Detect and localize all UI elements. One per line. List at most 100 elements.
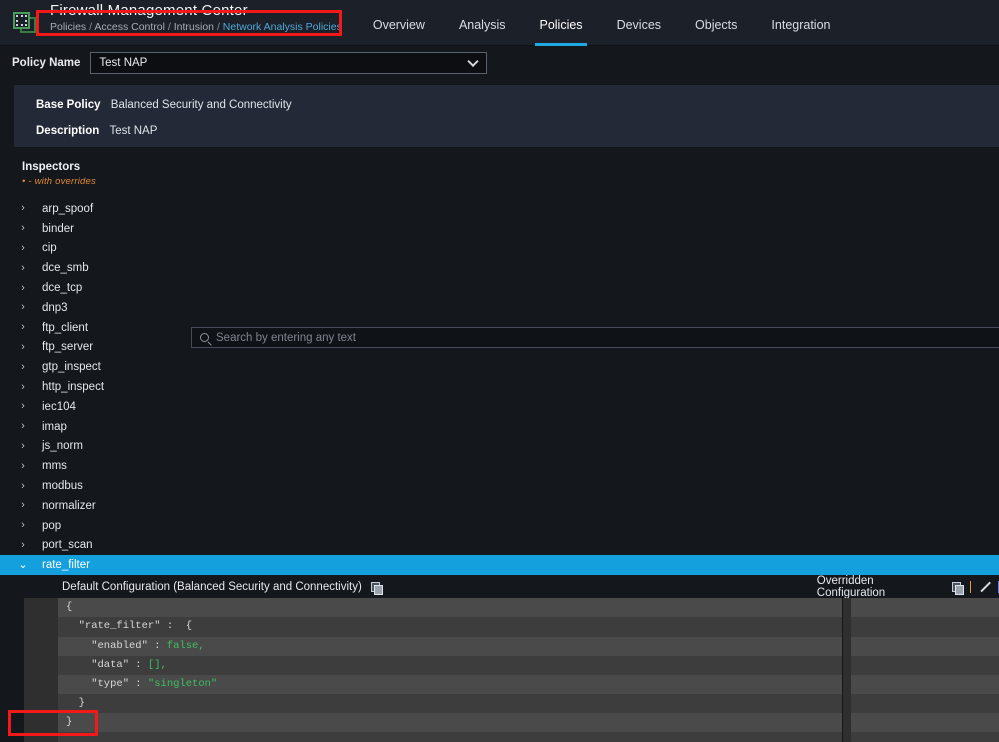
main-navigation: Overview Analysis Policies Devices Objec… bbox=[356, 0, 848, 46]
pencil-icon[interactable] bbox=[978, 581, 991, 594]
search-icon bbox=[200, 333, 209, 342]
inspector-item-rate_filter[interactable]: ⌄ rate_filter bbox=[0, 555, 999, 576]
code-line: "type" : "singleton" bbox=[24, 674, 842, 695]
chevron-right-icon: › bbox=[21, 519, 25, 532]
inspector-item-pop[interactable]: › pop bbox=[0, 516, 999, 536]
inspector-item-binder[interactable]: › binder bbox=[0, 219, 999, 239]
inspector-item-mms[interactable]: › mms bbox=[0, 456, 999, 476]
description-row: Description Test NAP bbox=[36, 124, 999, 138]
code-line bbox=[843, 655, 999, 675]
nav-item-overview[interactable]: Overview bbox=[372, 18, 425, 32]
chevron-right-icon: › bbox=[21, 360, 25, 373]
inspector-label: http_inspect bbox=[42, 381, 105, 394]
inspector-item-gtp_inspect[interactable]: › gtp_inspect bbox=[0, 357, 999, 377]
inspector-item-http_inspect[interactable]: › http_inspect bbox=[0, 377, 999, 397]
inspector-item-normalizer[interactable]: › normalizer bbox=[0, 496, 999, 516]
search-bar[interactable] bbox=[191, 327, 999, 348]
breadcrumb-item-network-analysis-policies[interactable]: Network Analysis Policies bbox=[222, 21, 342, 33]
inspector-item-ftp_client[interactable]: › ftp_client bbox=[0, 318, 999, 338]
chevron-right-icon: › bbox=[21, 222, 25, 235]
inspector-item-ftp_server[interactable]: › ftp_server bbox=[0, 338, 999, 358]
chevron-right-icon: › bbox=[21, 202, 25, 215]
nav-item-objects[interactable]: Objects bbox=[695, 18, 738, 32]
default-configuration-editor[interactable]: { "rate_filter" : { "enabled" : false, "… bbox=[24, 598, 842, 742]
inspector-label: dce_smb bbox=[42, 262, 89, 275]
inspector-item-modbus[interactable]: › modbus bbox=[0, 476, 999, 496]
nav-item-integration[interactable]: Integration bbox=[771, 18, 831, 32]
code-line bbox=[843, 598, 999, 618]
search-input[interactable] bbox=[216, 331, 999, 344]
chevron-right-icon: › bbox=[21, 479, 25, 492]
chevron-right-icon: › bbox=[21, 241, 25, 254]
breadcrumb-item-policies[interactable]: Policies bbox=[50, 21, 87, 33]
base-policy-value: Balanced Security and Connectivity bbox=[110, 99, 292, 111]
breadcrumb-separator: / bbox=[89, 21, 95, 33]
code-line bbox=[843, 617, 999, 637]
inspector-item-dce_tcp[interactable]: › dce_tcp bbox=[0, 278, 999, 298]
code-line: } bbox=[24, 713, 842, 733]
policy-name-value: Test NAP bbox=[99, 56, 148, 69]
inspector-label: binder bbox=[42, 222, 74, 235]
description-value: Test NAP bbox=[109, 125, 158, 137]
chevron-down-icon: ⌄ bbox=[18, 558, 28, 571]
inspector-item-dce_smb[interactable]: › dce_smb bbox=[0, 258, 999, 278]
inspector-label: dnp3 bbox=[42, 301, 68, 314]
chip-logo-icon bbox=[12, 11, 38, 35]
title-block: Firewall Management Center Policies / Ac… bbox=[50, 0, 342, 34]
inspector-item-arp_spoof[interactable]: › arp_spoof bbox=[0, 199, 999, 219]
inspector-list: › arp_spoof › binder › cip › dce_smb › dce_tc… bbox=[0, 199, 999, 576]
chevron-right-icon: › bbox=[21, 380, 25, 393]
inspector-label: ftp_client bbox=[42, 321, 89, 334]
inspector-item-dnp3[interactable]: › dnp3 bbox=[0, 298, 999, 318]
configuration-headers: Default Configuration (Balanced Security… bbox=[0, 575, 999, 599]
editor-gutter bbox=[843, 598, 851, 742]
inspectors-title: Inspectors bbox=[22, 161, 81, 173]
inspector-label: pop bbox=[42, 519, 62, 532]
configuration-panes: { "rate_filter" : { "enabled" : false, "… bbox=[0, 598, 999, 742]
default-configuration-title: Default Configuration (Balanced Security… bbox=[62, 581, 362, 594]
chevron-right-icon: › bbox=[21, 439, 25, 452]
chevron-right-icon: › bbox=[21, 499, 25, 512]
copy-icon[interactable] bbox=[952, 581, 964, 595]
inspector-label: port_scan bbox=[42, 539, 93, 552]
inspector-label: imap bbox=[42, 420, 67, 433]
inspector-label: js_norm bbox=[42, 440, 83, 453]
inspector-label: normalizer bbox=[42, 499, 96, 512]
chevron-right-icon: › bbox=[21, 459, 25, 472]
top-bar: Firewall Management Center Policies / Ac… bbox=[0, 0, 999, 46]
code-line: "rate_filter" : { bbox=[24, 617, 842, 637]
inspector-item-js_norm[interactable]: › js_norm bbox=[0, 437, 999, 457]
inspector-item-cip[interactable]: › cip bbox=[0, 239, 999, 259]
description-label: Description bbox=[36, 125, 100, 137]
code-line bbox=[843, 713, 999, 733]
inspector-item-imap[interactable]: › imap bbox=[0, 417, 999, 437]
overridden-configuration-editor[interactable] bbox=[843, 598, 999, 742]
code-line bbox=[843, 674, 999, 695]
breadcrumb-item-intrusion[interactable]: Intrusion bbox=[173, 21, 215, 33]
chevron-right-icon: › bbox=[21, 301, 25, 314]
code-line: } bbox=[24, 694, 842, 714]
inspector-label: mms bbox=[42, 460, 67, 473]
overridden-configuration-header: Overridden Configuration bbox=[817, 575, 999, 599]
breadcrumb-separator: / bbox=[167, 21, 174, 33]
breadcrumb-item-access-control[interactable]: Access Control bbox=[94, 21, 165, 33]
policy-info-panel: Base Policy Balanced Security and Connec… bbox=[14, 85, 999, 147]
code-line bbox=[843, 694, 999, 714]
breadcrumb: Policies / Access Control / Intrusion / … bbox=[50, 21, 342, 34]
code-line bbox=[843, 636, 999, 656]
chevron-right-icon: › bbox=[21, 538, 25, 551]
chevron-right-icon: › bbox=[21, 321, 25, 334]
configuration-section: Default Configuration (Balanced Security… bbox=[0, 575, 999, 742]
inspectors-legend: • - with overrides bbox=[22, 176, 96, 187]
copy-icon[interactable] bbox=[370, 581, 383, 595]
policy-name-select[interactable]: Test NAP bbox=[90, 51, 488, 74]
policy-name-row: Policy Name Test NAP bbox=[0, 46, 999, 79]
app-logo[interactable] bbox=[0, 0, 50, 46]
chevron-right-icon: › bbox=[21, 261, 25, 274]
code-line: { bbox=[24, 598, 842, 618]
inspector-item-port_scan[interactable]: › port_scan bbox=[0, 536, 999, 556]
inspector-item-iec104[interactable]: › iec104 bbox=[0, 397, 999, 417]
nav-item-devices[interactable]: Devices bbox=[616, 18, 662, 32]
nav-item-policies[interactable]: Policies bbox=[522, 18, 599, 46]
nav-item-analysis[interactable]: Analysis bbox=[458, 18, 506, 32]
